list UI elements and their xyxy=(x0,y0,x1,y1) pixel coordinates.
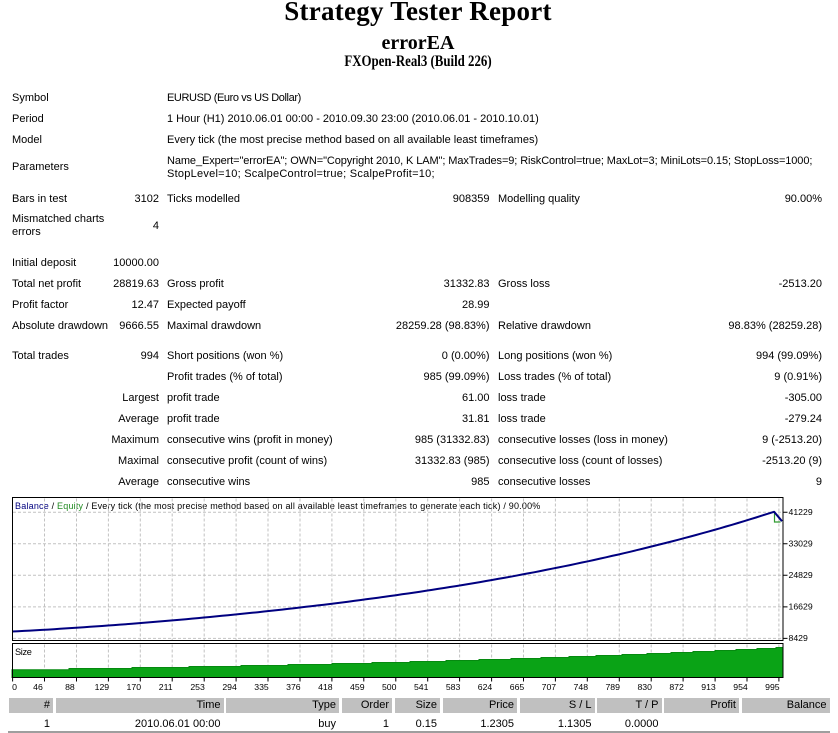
svg-text:459: 459 xyxy=(350,682,365,692)
svg-text:541: 541 xyxy=(414,682,429,692)
svg-text:748: 748 xyxy=(574,682,589,692)
svg-text:46: 46 xyxy=(33,682,43,692)
svg-text:665: 665 xyxy=(510,682,525,692)
svg-text:88: 88 xyxy=(65,682,75,692)
svg-text:583: 583 xyxy=(446,682,461,692)
svg-text:129: 129 xyxy=(95,682,110,692)
svg-text:789: 789 xyxy=(605,682,620,692)
svg-text:707: 707 xyxy=(542,682,557,692)
svg-text:33029: 33029 xyxy=(789,539,813,549)
svg-text:500: 500 xyxy=(382,682,397,692)
svg-text:8429: 8429 xyxy=(789,633,808,643)
svg-text:418: 418 xyxy=(318,682,333,692)
svg-text:253: 253 xyxy=(190,682,205,692)
svg-text:16629: 16629 xyxy=(789,602,813,612)
svg-text:24829: 24829 xyxy=(789,570,813,580)
svg-text:41229: 41229 xyxy=(789,507,813,517)
svg-text:830: 830 xyxy=(637,682,652,692)
svg-text:954: 954 xyxy=(733,682,748,692)
svg-text:624: 624 xyxy=(478,682,493,692)
svg-text:0: 0 xyxy=(12,682,17,692)
svg-text:335: 335 xyxy=(254,682,269,692)
svg-text:211: 211 xyxy=(159,682,173,692)
svg-text:913: 913 xyxy=(701,682,716,692)
svg-text:995: 995 xyxy=(765,682,780,692)
svg-text:170: 170 xyxy=(127,682,142,692)
svg-text:294: 294 xyxy=(222,682,237,692)
svg-text:376: 376 xyxy=(286,682,301,692)
svg-text:872: 872 xyxy=(669,682,684,692)
